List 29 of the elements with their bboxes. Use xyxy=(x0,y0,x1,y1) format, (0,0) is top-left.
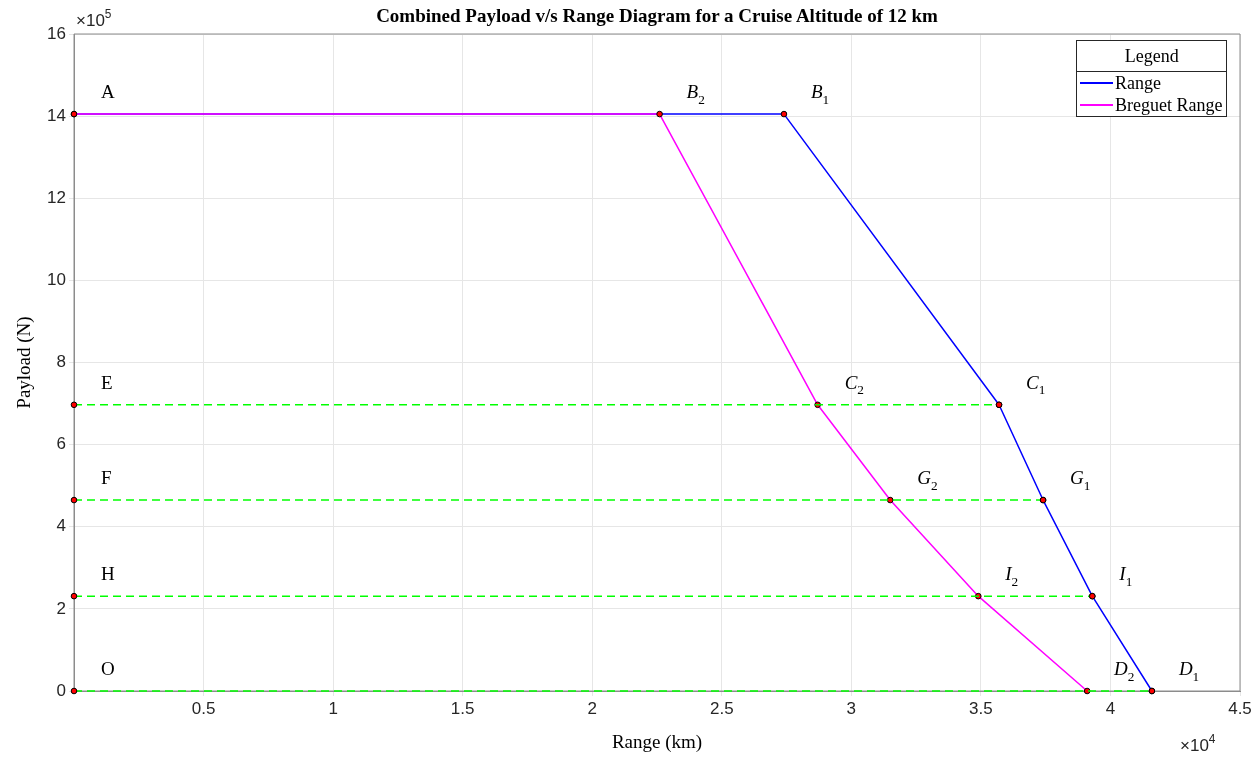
legend-label: Breguet Range xyxy=(1115,94,1223,116)
y-tick-label: 8 xyxy=(56,352,66,372)
y-axis-title: Payload (N) xyxy=(13,316,35,409)
legend-title: Legend xyxy=(1123,45,1180,68)
x-axis-title: Range (km) xyxy=(611,731,703,753)
annotation: F xyxy=(101,467,112,489)
legend-label: Range xyxy=(1115,72,1161,94)
y-tick-label: 2 xyxy=(56,598,66,618)
x-tick-label: 3.5 xyxy=(969,698,993,718)
y-tick-label: 14 xyxy=(47,105,66,125)
annotation: A xyxy=(101,81,115,103)
y-tick-label: 10 xyxy=(47,270,66,290)
x-tick-label: 3 xyxy=(846,698,857,718)
y-tick-label: 4 xyxy=(56,516,66,536)
annotation: O xyxy=(101,658,115,679)
y-tick-label: 12 xyxy=(47,187,66,207)
x-tick-label: 1.5 xyxy=(450,698,475,718)
x-tick-label: 1 xyxy=(328,698,338,718)
x-tick-label: 4.5 xyxy=(1228,698,1252,718)
annotation: E xyxy=(101,371,113,393)
annotation: H xyxy=(101,563,115,585)
chart-title: Combined Payload v/s Range Diagram for a Cruise Altitude of 12 km xyxy=(376,5,939,26)
x-tick-label: 2.5 xyxy=(709,698,734,718)
x-tick-label: 4 xyxy=(1105,698,1116,718)
y-tick-label: 0 xyxy=(56,680,66,700)
y-tick-label: 6 xyxy=(56,434,66,454)
y-tick-label: 16 xyxy=(47,23,66,43)
x-tick-label: 2 xyxy=(587,698,597,718)
x-tick-label: 0.5 xyxy=(191,698,216,718)
